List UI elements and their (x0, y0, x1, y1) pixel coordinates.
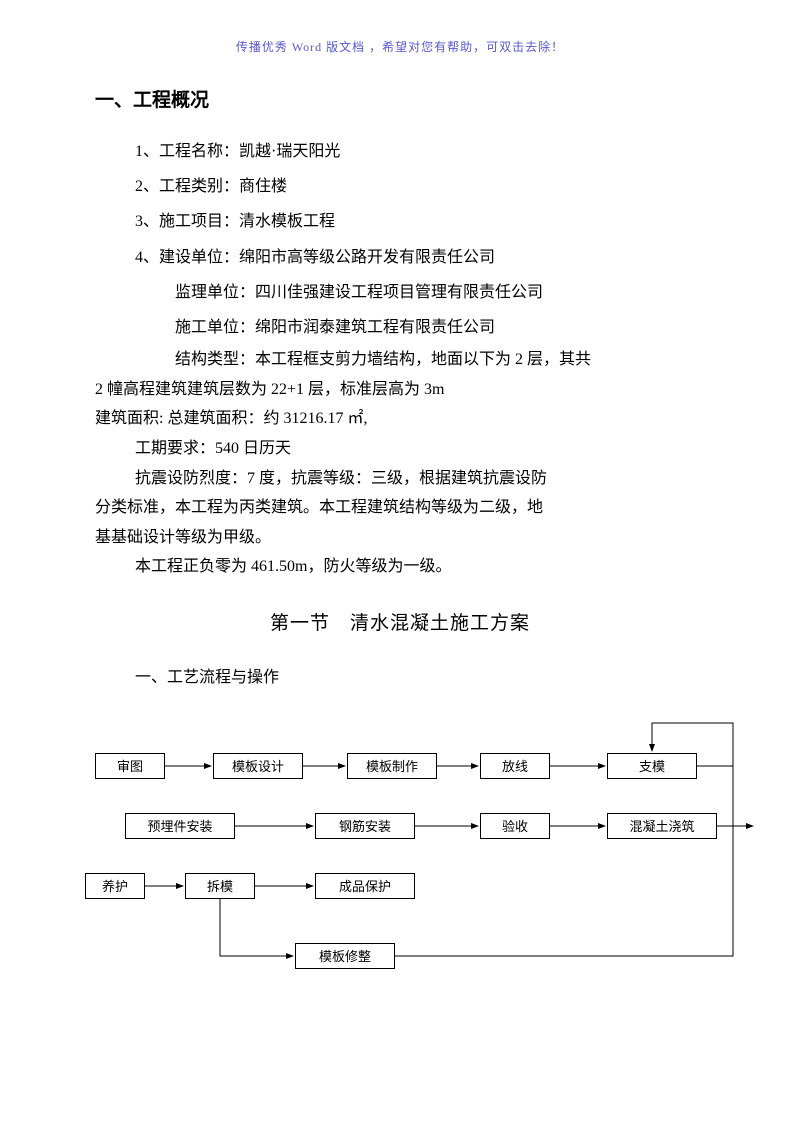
para-seismic-a: 抗震设防烈度：7 度，抗震等级：三级，根据建筑抗震设防 (95, 464, 705, 494)
item-construction-unit: 施工单位：绵阳市润泰建筑工程有限责任公司 (175, 310, 705, 345)
node-setout: 放线 (480, 753, 550, 779)
para-duration: 工期要求：540 日历天 (95, 434, 705, 464)
item-project-name: 1、工程名称：凯越·瑞天阳光 (135, 134, 705, 169)
item-build-unit: 4、建设单位：绵阳市高等级公路开发有限责任公司 (135, 240, 705, 275)
node-strip-form: 拆模 (185, 873, 255, 899)
node-formwork-make: 模板制作 (347, 753, 437, 779)
para-seismic-b: 分类标准，本工程为丙类建筑。本工程建筑结构等级为二级，地 (95, 493, 705, 523)
node-review-drawing: 审图 (95, 753, 165, 779)
section-title: 第一节 清水混凝土施工方案 (95, 608, 705, 635)
node-concrete-pour: 混凝土浇筑 (607, 813, 717, 839)
para-structure-a: 结构类型：本工程框支剪力墙结构，地面以下为 2 层，其共 (95, 345, 705, 375)
flowchart: 审图 模板设计 模板制作 放线 支模 预埋件安装 钢筋安装 验收 混凝土浇筑 养… (85, 717, 725, 997)
item-construction-project: 3、施工项目：清水模板工程 (135, 204, 705, 239)
node-rebar-install: 钢筋安装 (315, 813, 415, 839)
heading-overview: 一、工程概况 (95, 85, 705, 112)
node-form-repair: 模板修整 (295, 943, 395, 969)
node-formwork-design: 模板设计 (213, 753, 303, 779)
node-erect-form: 支模 (607, 753, 697, 779)
node-embed-install: 预埋件安装 (125, 813, 235, 839)
para-structure-b: 2 幢高程建筑建筑层数为 22+1 层，标准层高为 3m (95, 375, 705, 405)
header-note: 传播优秀 Word 版文档 ，希望对您有帮助，可双击去除！ (0, 0, 800, 55)
node-accept: 验收 (480, 813, 550, 839)
item-supervisor-unit: 监理单位：四川佳强建设工程项目管理有限责任公司 (175, 275, 705, 310)
para-area: 建筑面积: 总建筑面积：约 31216.17 ㎡, (95, 404, 705, 434)
para-seismic-c: 基基础设计等级为甲级。 (95, 523, 705, 553)
node-cure: 养护 (85, 873, 145, 899)
para-elevation: 本工程正负零为 461.50m，防火等级为一级。 (95, 552, 705, 582)
item-project-type: 2、工程类别：商住楼 (135, 169, 705, 204)
node-protect: 成品保护 (315, 873, 415, 899)
subheading-process: 一、工艺流程与操作 (135, 663, 705, 687)
document-body: 一、工程概况 1、工程名称：凯越·瑞天阳光 2、工程类别：商住楼 3、施工项目：… (0, 55, 800, 997)
